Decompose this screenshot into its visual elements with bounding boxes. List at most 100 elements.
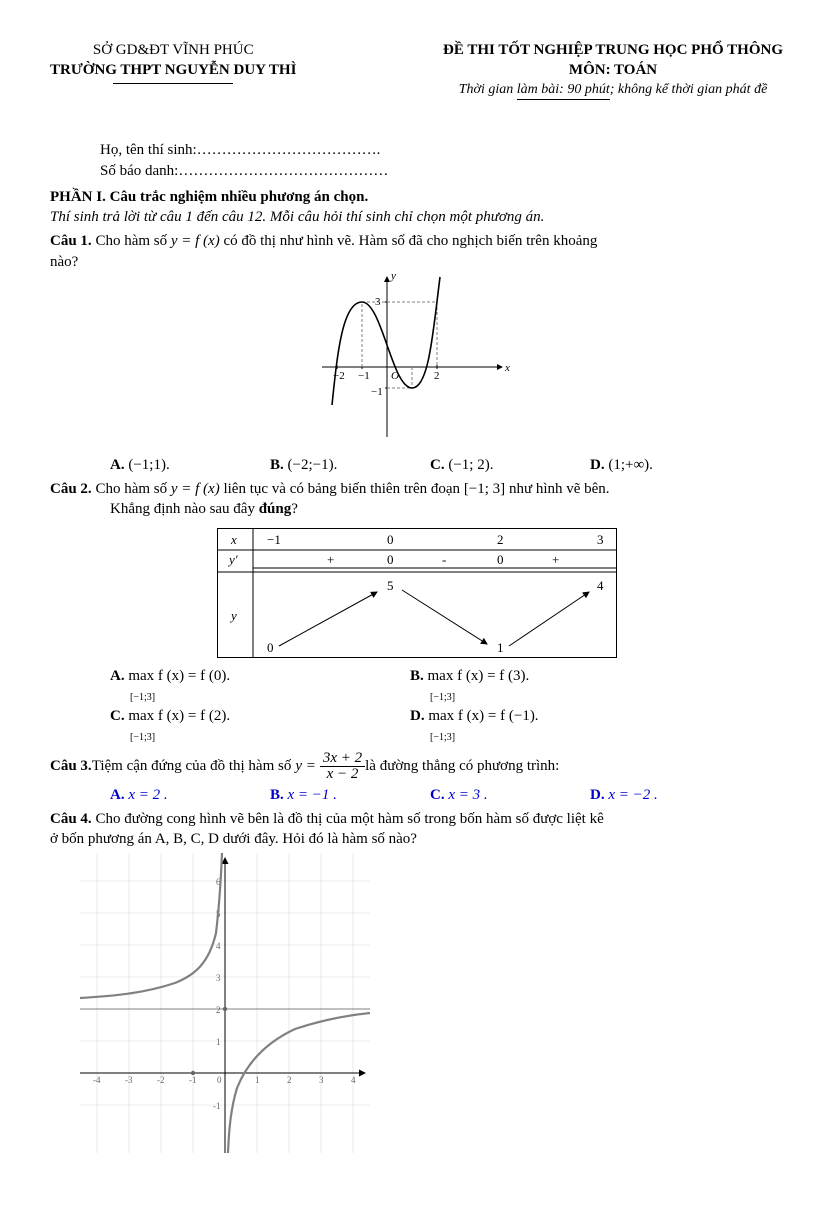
q2-opt-C[interactable]: C. max f (x) = f (2). [−1;3] [110,706,350,747]
q2-opt-A[interactable]: A. max f (x) = f (0).[−1;3] [110,666,350,707]
q3-opt-A[interactable]: A. x = 2 . [110,785,270,805]
q1-formula: y = f (x) [171,233,220,249]
q1-opt-D[interactable]: D. (1;+∞). [590,455,750,475]
q3-b: là đường thẳng có phương trình: [365,756,559,776]
q1-C: (−1; 2). [448,457,493,473]
l3A: A. [110,787,125,803]
q3-choices: A. x = 2 . B. x = −1 . C. x = 3 . D. x =… [110,785,783,805]
section1-title: PHẦN I. Câu trắc nghiệm nhiều phương án … [50,187,783,207]
q1-text-a: Cho hàm số [92,233,171,249]
xt-2: -2 [157,1075,165,1085]
q3C: x = 3 . [448,787,487,803]
l3C: C. [430,787,445,803]
x-axis-label: x [504,362,510,374]
subject-line: MÔN: TOÁN [443,60,783,80]
q1-opt-C[interactable]: C. (−1; 2). [430,455,590,475]
q3-yeq: y = [295,756,316,776]
x3: 3 [597,532,604,547]
y1: 5 [387,578,394,593]
q2-a: Cho hàm số [92,481,171,497]
lab-D: D. [590,457,605,473]
x2: 2 [497,532,504,547]
q2-label: Câu 2. [50,481,92,497]
q1-opt-A[interactable]: A. (−1;1). [110,455,270,475]
q3B: x = −1 . [288,787,337,803]
xt1: 1 [255,1075,260,1085]
s1: 0 [387,552,394,567]
lab-A: A. [110,457,125,473]
q3-a: Tiệm cận đứng của đồ thị hàm số [92,756,292,776]
q1-text-c: nào? [50,252,783,272]
q2-choices: A. max f (x) = f (0).[−1;3] B. max f (x)… [110,666,783,747]
q2-int: [−1; 3] [464,481,505,497]
candidate-id-line: Số báo danh:…………………………………… [100,161,783,181]
labD: D. [410,708,425,724]
q1-label: Câu 1. [50,233,92,249]
tick--1: −1 [358,370,370,382]
labC: C. [110,708,125,724]
s2: - [442,552,446,567]
q3-opt-D[interactable]: D. x = −2 . [590,785,750,805]
tick-2: 2 [434,370,440,382]
q2-c: như hình vẽ bên. [505,481,609,497]
question-3: Câu 3. Tiệm cận đứng của đồ thị hàm số y… [50,751,783,782]
q3D: x = −2 . [608,787,657,803]
labB: B. [410,668,424,684]
q4-a: Cho đường cong hình vẽ bên là đồ thị của… [92,811,604,827]
yt1: 1 [216,1037,221,1047]
q3-label: Câu 3. [50,756,92,776]
q3-opt-C[interactable]: C. x = 3 . [430,785,590,805]
xt-4: -4 [93,1075,101,1085]
q1-A: (−1;1). [128,457,169,473]
q4-graph: -4 -3 -2 -1 0 1 2 3 4 -1 1 2 3 4 5 6 [80,853,370,1153]
tbl-x: x [230,532,237,547]
l3B: B. [270,787,284,803]
tbl-yp: y′ [227,552,238,567]
xt3: 3 [319,1075,324,1085]
q2A: max f (x) = f (0). [128,668,230,684]
q2-e: ? [291,501,298,517]
lab-B: B. [270,457,284,473]
candidate-info: Họ, tên thí sinh:………………………………. Số báo da… [100,140,783,181]
l3D: D. [590,787,605,803]
q1-B: (−2;−1). [288,457,338,473]
question-1: Câu 1. Cho hàm số y = f (x) có đồ thị nh… [50,231,783,251]
q3-opt-B[interactable]: B. x = −1 . [270,785,430,805]
q2Cs: [−1;3] [130,732,155,743]
header-underline [113,83,233,84]
q1-text-b: có đồ thị như hình vẽ. Hàm số đã cho ngh… [220,233,598,249]
q2-formula: y = f (x) [171,481,220,497]
duration-b: làm bài: 90 phút [517,81,610,101]
figure-4: -4 -3 -2 -1 0 1 2 3 4 -1 1 2 3 4 5 6 [80,853,783,1159]
figure-1: x y −2 −1 O 2 3 −1 [50,272,783,452]
y-axis-label: y [390,272,396,282]
q2-table-svg: x y′ y −1 0 2 3 + 0 - 0 + 0 5 1 4 [217,528,617,658]
lab-C: C. [430,457,445,473]
q2B: max f (x) = f (3). [428,668,530,684]
tick-y-1: −1 [371,386,383,398]
q2-opt-B[interactable]: B. max f (x) = f (3). [−1;3] [410,666,650,707]
q4-label: Câu 4. [50,811,92,827]
s0: + [327,552,334,567]
yt2: 2 [216,1005,221,1015]
school-line: TRƯỜNG THPT NGUYỄN DUY THÌ [50,60,296,80]
q2-line2: Khẳng định nào sau đây đúng? [110,499,783,519]
s4: + [552,552,559,567]
xt-1: -1 [189,1075,197,1085]
q2Bs: [−1;3] [430,692,455,703]
candidate-name-line: Họ, tên thí sinh:………………………………. [100,140,783,160]
q2-opt-D[interactable]: D. max f (x) = f (−1).[−1;3] [410,706,650,747]
q2-d: Khẳng định nào sau đây [110,501,259,517]
org-line: SỞ GD&ĐT VĨNH PHÚC [50,40,296,60]
q2As: [−1;3] [130,692,155,703]
y2: 1 [497,640,504,655]
xt-3: -3 [125,1075,133,1085]
q2Ds: [−1;3] [430,732,455,743]
y3: 4 [597,578,604,593]
q1-opt-B[interactable]: B. (−2;−1). [270,455,430,475]
q2C: max f (x) = f (2). [128,708,230,724]
q3-num: 3x + 2 [320,751,365,767]
question-4: Câu 4. Cho đường cong hình vẽ bên là đồ … [50,809,783,829]
q4-b: ở bốn phương án A, B, C, D dưới đây. Hỏi… [50,829,783,849]
x0: −1 [267,532,281,547]
